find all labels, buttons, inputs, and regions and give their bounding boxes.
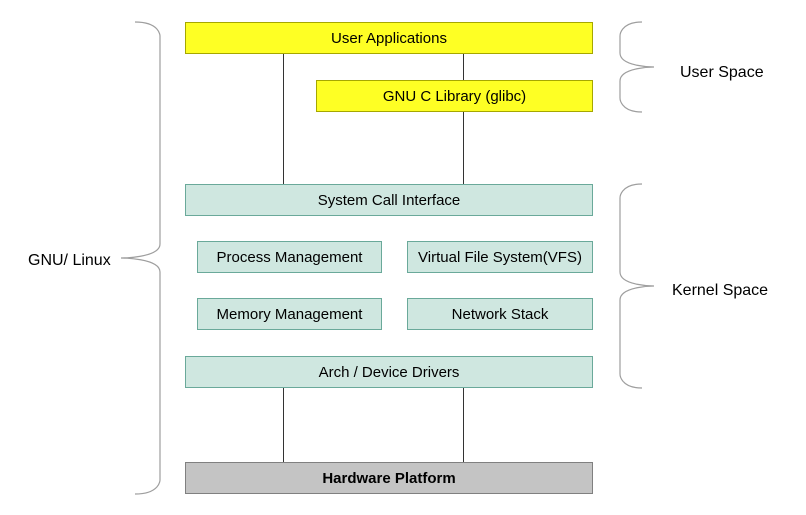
connector-line bbox=[463, 54, 464, 80]
box-memory-management: Memory Management bbox=[197, 298, 382, 330]
box-syscall-interface: System Call Interface bbox=[185, 184, 593, 216]
brace-right-lower bbox=[620, 184, 654, 388]
box-glibc: GNU C Library (glibc) bbox=[316, 80, 593, 112]
connector-line bbox=[463, 388, 464, 462]
box-label: Hardware Platform bbox=[322, 470, 455, 487]
box-label: User Applications bbox=[331, 30, 447, 47]
label-user-space: User Space bbox=[680, 64, 764, 82]
label-gnu-linux: GNU/ Linux bbox=[28, 252, 111, 270]
box-hardware-platform: Hardware Platform bbox=[185, 462, 593, 494]
box-label: Virtual File System(VFS) bbox=[418, 249, 582, 266]
box-label: GNU C Library (glibc) bbox=[383, 88, 526, 105]
box-label: System Call Interface bbox=[318, 192, 461, 209]
connector-line bbox=[283, 388, 284, 462]
box-arch-device-drivers: Arch / Device Drivers bbox=[185, 356, 593, 388]
box-virtual-file-system: Virtual File System(VFS) bbox=[407, 241, 593, 273]
brace-right-upper bbox=[620, 22, 654, 112]
box-label: Process Management bbox=[217, 249, 363, 266]
box-user-applications: User Applications bbox=[185, 22, 593, 54]
box-label: Arch / Device Drivers bbox=[319, 364, 460, 381]
connector-line bbox=[283, 54, 284, 184]
brace-left bbox=[121, 22, 160, 494]
connector-line bbox=[463, 112, 464, 184]
label-kernel-space: Kernel Space bbox=[672, 282, 768, 300]
box-network-stack: Network Stack bbox=[407, 298, 593, 330]
box-process-management: Process Management bbox=[197, 241, 382, 273]
box-label: Memory Management bbox=[217, 306, 363, 323]
box-label: Network Stack bbox=[452, 306, 549, 323]
